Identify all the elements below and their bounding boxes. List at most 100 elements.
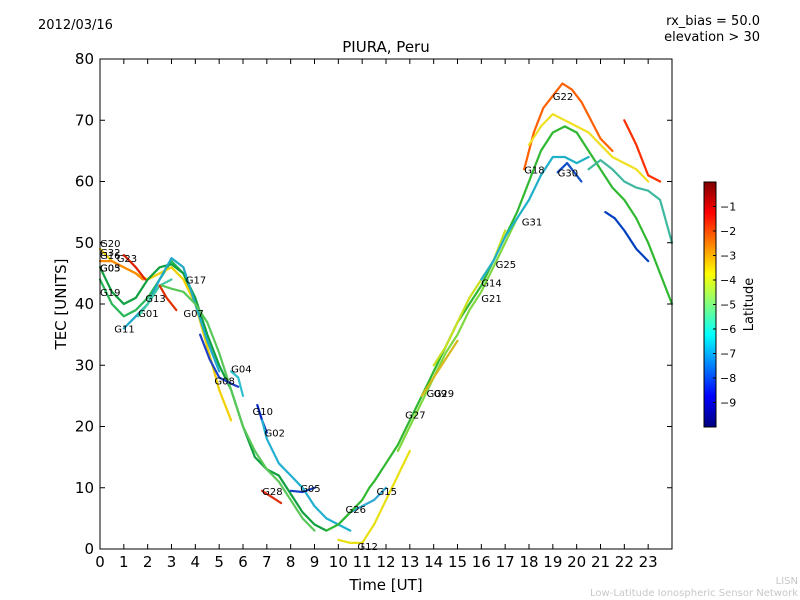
- y-tick-label: 40: [75, 295, 94, 313]
- series-g08-line: [199, 333, 240, 388]
- series-g02-line: [261, 419, 352, 532]
- series-g23-line: [122, 253, 147, 281]
- satellite-label-g26: G26: [346, 505, 366, 516]
- satellite-label-g15: G15: [377, 487, 397, 498]
- x-tick-label: 1: [119, 553, 129, 571]
- x-tick-label: 22: [615, 553, 634, 571]
- satellite-label-g11: G11: [114, 325, 134, 336]
- series-g31-line: [480, 155, 590, 281]
- x-tick-label: 10: [329, 553, 348, 571]
- y-tick-label: 60: [75, 173, 94, 191]
- elevation-label: elevation > 30: [664, 30, 760, 45]
- x-tick-label: 11: [353, 553, 372, 571]
- satellite-label-g18: G18: [524, 165, 544, 176]
- x-tick-label: 8: [286, 553, 296, 571]
- x-tick-label: 6: [238, 553, 248, 571]
- satellite-label-g22: G22: [553, 92, 573, 103]
- series-g19-line: [98, 263, 328, 532]
- credit-long: Low-Latitude Ionospheric Sensor Network: [590, 588, 798, 599]
- y-tick-label: 10: [75, 479, 94, 497]
- satellite-label-g13: G13: [145, 294, 165, 305]
- satellite-label-g01: G01: [138, 309, 158, 320]
- x-tick-label: 2: [143, 553, 153, 571]
- satellite-label-g19: G19: [100, 288, 120, 299]
- x-tick-label: 15: [448, 553, 467, 571]
- satellite-label-g30: G30: [558, 168, 578, 179]
- x-tick-label: 14: [424, 553, 443, 571]
- x-tick-label: 23: [639, 553, 658, 571]
- x-tick-label: 5: [214, 553, 224, 571]
- series-g07-line: [158, 284, 178, 312]
- satellite-label-g25: G25: [496, 260, 516, 271]
- axes-layer: 0 1 2 3 4 5 6 7 8 9 10 11 12 13 14 15 16 17 18 19 20 21 22 2301…: [52, 50, 673, 594]
- chart-title: PIURA, Peru: [342, 38, 430, 56]
- series-g18-line: [523, 82, 614, 171]
- series-g29-line: [420, 339, 459, 397]
- y-tick-label: 70: [75, 111, 94, 129]
- satellite-label-g16: G16: [100, 251, 120, 262]
- x-tick-label: 3: [167, 553, 177, 571]
- x-tick-label: 19: [543, 553, 562, 571]
- satellite-label-g05: G05: [100, 263, 120, 274]
- colorbar-tick-label: −1: [720, 201, 736, 214]
- satellite-label-g28: G28: [262, 487, 282, 498]
- colorbar: −1 −2 −3 −4 −5 −6 −7 −8 −9 Latitude: [703, 181, 757, 428]
- y-tick-label: 0: [84, 540, 94, 558]
- y-axis-label: TEC [UNITS]: [52, 259, 70, 351]
- y-tick-label: 50: [75, 234, 94, 252]
- colorbar-tick-label: −9: [720, 397, 736, 410]
- series-g28-line: [261, 489, 283, 505]
- satellite-label-g12: G12: [357, 542, 377, 553]
- colorbar-tick-label: −2: [720, 225, 736, 238]
- colorbar-tick-label: −5: [720, 299, 736, 312]
- colorbar-tick-label: −7: [720, 348, 736, 361]
- satellite-label-g07: G07: [183, 309, 203, 320]
- x-tick-label: 0: [95, 553, 105, 571]
- series-g27-line: [396, 217, 519, 453]
- satellite-label-g20: G20: [100, 239, 120, 250]
- colorbar-label: Latitude: [742, 278, 757, 332]
- series-g21-line: [623, 119, 662, 183]
- series-g30-line: [556, 162, 583, 183]
- series-g12-line: [337, 449, 411, 544]
- satellite-label-g09: G09: [427, 389, 447, 400]
- series-g13-line: [122, 257, 221, 373]
- series-g05-line: [289, 486, 316, 494]
- satellite-label-g29: G29: [434, 389, 454, 400]
- rx-bias-label: rx_bias = 50.0: [666, 14, 760, 29]
- series-g04-line: [230, 370, 245, 397]
- satellite-label-g05: G05: [300, 484, 320, 495]
- date-label: 2012/03/16: [38, 18, 113, 33]
- satellite-label-g14: G14: [481, 279, 501, 290]
- x-tick-label: 17: [496, 553, 515, 571]
- y-tick-label: 30: [75, 356, 94, 374]
- satellite-label-g03: G03: [100, 263, 120, 274]
- colorbar-tick-label: −6: [720, 323, 736, 336]
- series-g01-line: [137, 278, 173, 318]
- series-layer: [98, 82, 674, 544]
- x-tick-label: 20: [567, 553, 586, 571]
- x-tick-label: 9: [310, 553, 320, 571]
- x-tick-label: 13: [400, 553, 419, 571]
- x-axis-label: Time [UT]: [348, 576, 422, 594]
- satellite-label-g27: G27: [405, 410, 425, 421]
- series-g25-line: [587, 159, 674, 244]
- x-tick-label: 18: [519, 553, 538, 571]
- colorbar-tick-label: −4: [720, 274, 736, 287]
- satellite-label-g23: G23: [117, 254, 137, 265]
- credit-short: LISN: [775, 576, 798, 587]
- x-tick-label: 12: [376, 553, 395, 571]
- y-tick-label: 80: [75, 50, 94, 68]
- series-g22-line: [527, 113, 650, 183]
- satellite-label-g02: G02: [265, 429, 285, 440]
- satellite-label-g21: G21: [481, 294, 501, 305]
- colorbar-tick-label: −3: [720, 250, 736, 263]
- satellite-label-g31: G31: [522, 217, 542, 228]
- satellite-label-g08: G08: [214, 377, 234, 388]
- x-tick-label: 16: [472, 553, 491, 571]
- satellite-label-g10: G10: [253, 407, 273, 418]
- series-g17-line: [160, 284, 316, 532]
- x-tick-label: 21: [591, 553, 610, 571]
